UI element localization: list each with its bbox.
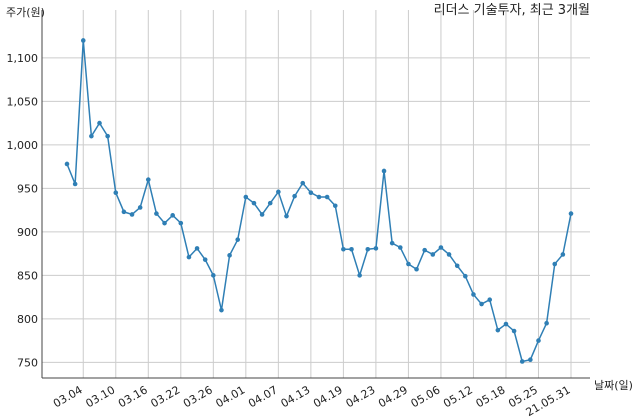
x-tick-label: 05.06 [409, 383, 443, 410]
point [438, 245, 444, 250]
point [373, 246, 379, 251]
point [113, 190, 119, 195]
point [511, 328, 517, 334]
point [300, 180, 306, 186]
point [324, 194, 330, 200]
chart-title: 리더스 기술투자, 최근 3개월 [434, 3, 590, 18]
point [487, 297, 493, 303]
point [170, 213, 175, 218]
point [137, 205, 143, 210]
point [267, 200, 273, 206]
point [349, 246, 354, 252]
point [235, 237, 241, 242]
point [211, 273, 216, 278]
y-tick-label: 900 [17, 226, 38, 239]
point [414, 266, 419, 272]
point [145, 177, 151, 182]
point [219, 307, 224, 313]
point [365, 246, 371, 252]
point [552, 261, 558, 267]
x-tick-label: 04.29 [376, 383, 410, 410]
y-tick-label: 800 [17, 313, 38, 326]
point [568, 211, 574, 216]
point [430, 252, 436, 257]
point [446, 252, 452, 257]
point [162, 220, 167, 226]
y-tick-label: 1,050 [7, 95, 39, 108]
x-tick-label: 03.04 [51, 383, 85, 410]
point [308, 190, 314, 195]
point [397, 245, 403, 250]
point [194, 246, 200, 251]
point [129, 212, 135, 217]
point [332, 203, 338, 209]
point [560, 252, 566, 257]
x-axis-label: 날짜(일) [594, 378, 633, 392]
y-tick-label: 950 [17, 182, 38, 195]
point [536, 338, 541, 343]
point [227, 253, 232, 258]
point [251, 200, 257, 206]
x-tick-label: 04.13 [279, 383, 313, 410]
x-tick-label: 03.10 [83, 383, 117, 410]
point [316, 194, 322, 200]
point [495, 327, 501, 333]
y-tick-label: 750 [17, 356, 38, 369]
point [80, 38, 86, 43]
point [463, 273, 468, 279]
y-axis-label: 주가(원) [6, 6, 45, 19]
point [454, 263, 460, 269]
point [97, 120, 102, 126]
point [64, 161, 70, 167]
point [121, 209, 127, 215]
x-tick-label: 04.19 [311, 383, 345, 410]
point [479, 301, 484, 307]
x-tick-label: 03.22 [149, 383, 183, 410]
point [503, 321, 509, 327]
y-tick-label: 1,100 [7, 52, 39, 65]
point [519, 359, 525, 364]
x-tick-label: 04.01 [214, 383, 248, 410]
point [89, 133, 94, 139]
point [544, 320, 549, 326]
point [389, 240, 395, 246]
point [406, 261, 411, 267]
point [471, 292, 476, 297]
point [422, 247, 427, 253]
point [154, 211, 159, 216]
point [284, 213, 289, 219]
point [381, 168, 387, 174]
x-tick-label: 03.16 [116, 383, 150, 410]
x-tick-label: 04.23 [344, 383, 378, 410]
point [259, 212, 265, 217]
y-tick-label: 850 [17, 269, 38, 282]
point [186, 254, 192, 260]
point [178, 220, 184, 226]
x-tick-label: 05.12 [441, 383, 475, 410]
point [276, 189, 281, 195]
x-tick-label: 05.18 [474, 383, 508, 410]
y-tick-label: 1,000 [7, 139, 39, 152]
point [341, 246, 346, 252]
line [66, 40, 572, 363]
point [292, 193, 297, 199]
point [243, 194, 249, 200]
point [528, 357, 533, 363]
point [202, 257, 208, 262]
x-tick-label: 03.26 [181, 383, 215, 410]
point [72, 181, 78, 187]
point [105, 133, 110, 139]
x-tick-label: 04.07 [246, 383, 280, 410]
point [357, 273, 362, 278]
